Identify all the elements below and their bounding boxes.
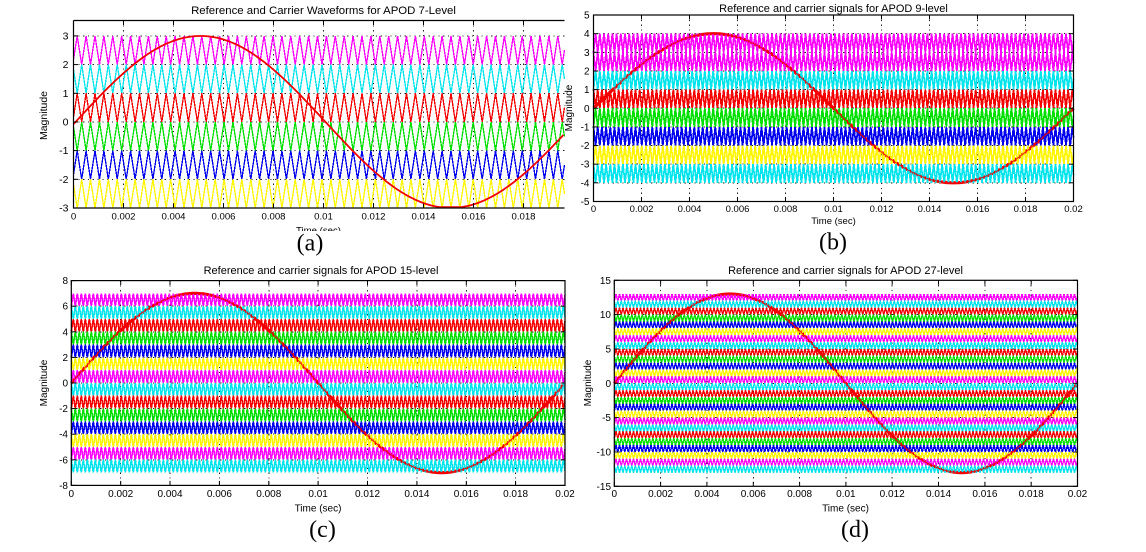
svg-text:(a): (a) (297, 231, 324, 257)
svg-text:4: 4 (584, 29, 590, 40)
svg-text:0.012: 0.012 (880, 489, 905, 500)
svg-text:0.01: 0.01 (308, 489, 328, 500)
svg-text:Magnitude: Magnitude (38, 91, 50, 140)
svg-text:0.02: 0.02 (555, 489, 575, 500)
svg-text:0.016: 0.016 (461, 211, 485, 222)
svg-text:0: 0 (591, 204, 596, 215)
svg-text:0.006: 0.006 (207, 489, 232, 500)
svg-text:5: 5 (584, 11, 590, 22)
svg-text:Reference and carrier signals: Reference and carrier signals for APOD 1… (204, 265, 439, 277)
svg-text:0.018: 0.018 (1019, 489, 1044, 500)
svg-text:0.018: 0.018 (511, 211, 535, 222)
svg-text:0: 0 (62, 379, 68, 390)
svg-text:0.002: 0.002 (630, 204, 654, 215)
svg-text:0.014: 0.014 (926, 489, 951, 500)
svg-text:-5: -5 (581, 197, 590, 208)
svg-text:3: 3 (63, 30, 69, 42)
svg-text:2: 2 (584, 67, 590, 78)
svg-text:Reference and Carrier Waveform: Reference and Carrier Waveforms for APOD… (191, 5, 456, 17)
svg-text:0: 0 (605, 379, 611, 390)
svg-text:-2: -2 (59, 174, 68, 186)
svg-text:-1: -1 (59, 145, 68, 157)
svg-text:0.016: 0.016 (972, 489, 997, 500)
svg-text:-1: -1 (581, 122, 590, 133)
svg-text:0: 0 (584, 104, 590, 115)
svg-text:0.012: 0.012 (361, 211, 385, 222)
svg-text:0.002: 0.002 (108, 489, 133, 500)
svg-text:0.006: 0.006 (741, 489, 766, 500)
svg-text:-3: -3 (59, 203, 68, 215)
svg-text:0.008: 0.008 (787, 489, 812, 500)
svg-text:0.002: 0.002 (111, 211, 135, 222)
svg-text:2: 2 (62, 353, 68, 364)
svg-text:0.01: 0.01 (824, 204, 843, 215)
svg-text:0.006: 0.006 (211, 211, 235, 222)
svg-text:Time (sec): Time (sec) (811, 216, 856, 227)
svg-text:0: 0 (612, 489, 618, 500)
svg-text:3: 3 (584, 48, 590, 59)
svg-text:0.016: 0.016 (966, 204, 990, 215)
svg-text:6: 6 (62, 302, 68, 313)
svg-text:Time (sec): Time (sec) (822, 504, 869, 515)
svg-text:0.01: 0.01 (314, 211, 333, 222)
svg-text:0.02: 0.02 (1068, 489, 1088, 500)
svg-text:Reference and carrier signals: Reference and carrier signals for APOD 9… (719, 3, 948, 15)
svg-text:5: 5 (605, 345, 611, 356)
svg-text:1: 1 (63, 88, 69, 100)
svg-text:0.008: 0.008 (774, 204, 798, 215)
svg-text:0.016: 0.016 (454, 489, 479, 500)
svg-text:0.004: 0.004 (678, 204, 702, 215)
svg-text:0.02: 0.02 (1064, 204, 1083, 215)
svg-text:0.01: 0.01 (836, 489, 856, 500)
svg-text:0.004: 0.004 (694, 489, 719, 500)
svg-text:0.018: 0.018 (1014, 204, 1038, 215)
svg-text:(d): (d) (841, 517, 869, 543)
svg-text:Magnitude: Magnitude (583, 359, 594, 406)
svg-text:Magnitude: Magnitude (564, 84, 575, 131)
svg-text:2: 2 (63, 59, 69, 71)
svg-text:0.004: 0.004 (157, 489, 182, 500)
svg-text:-5: -5 (602, 413, 611, 424)
svg-text:8: 8 (62, 276, 68, 287)
svg-text:0: 0 (71, 211, 76, 222)
svg-text:0: 0 (69, 489, 75, 500)
svg-text:0.018: 0.018 (503, 489, 528, 500)
svg-text:4: 4 (62, 327, 68, 338)
svg-text:-15: -15 (597, 482, 612, 493)
svg-text:0.008: 0.008 (256, 489, 281, 500)
svg-text:-4: -4 (581, 178, 590, 189)
svg-text:0: 0 (63, 117, 69, 129)
svg-text:-3: -3 (581, 160, 590, 171)
svg-text:-8: -8 (59, 481, 68, 492)
svg-text:0.014: 0.014 (404, 489, 429, 500)
svg-text:Magnitude: Magnitude (39, 359, 50, 406)
svg-text:0.008: 0.008 (261, 211, 285, 222)
svg-text:0.014: 0.014 (411, 211, 436, 222)
svg-text:(c): (c) (309, 517, 336, 543)
svg-text:Time (sec): Time (sec) (295, 504, 342, 515)
svg-text:0.004: 0.004 (161, 211, 186, 222)
svg-text:0.006: 0.006 (726, 204, 750, 215)
svg-text:(b): (b) (819, 230, 847, 256)
svg-text:15: 15 (600, 276, 612, 287)
svg-text:-6: -6 (59, 455, 68, 466)
svg-text:-4: -4 (59, 430, 68, 441)
svg-text:Reference and carrier signals: Reference and carrier signals for APOD 2… (728, 265, 963, 277)
svg-text:Time (sec): Time (sec) (296, 226, 341, 237)
svg-text:0.002: 0.002 (648, 489, 673, 500)
svg-text:10: 10 (600, 310, 612, 321)
svg-text:-2: -2 (59, 404, 68, 415)
svg-text:0.014: 0.014 (918, 204, 942, 215)
svg-text:0.012: 0.012 (870, 204, 894, 215)
svg-text:1: 1 (584, 85, 590, 96)
svg-text:-2: -2 (581, 141, 590, 152)
svg-text:-10: -10 (597, 448, 612, 459)
svg-text:0.012: 0.012 (355, 489, 380, 500)
